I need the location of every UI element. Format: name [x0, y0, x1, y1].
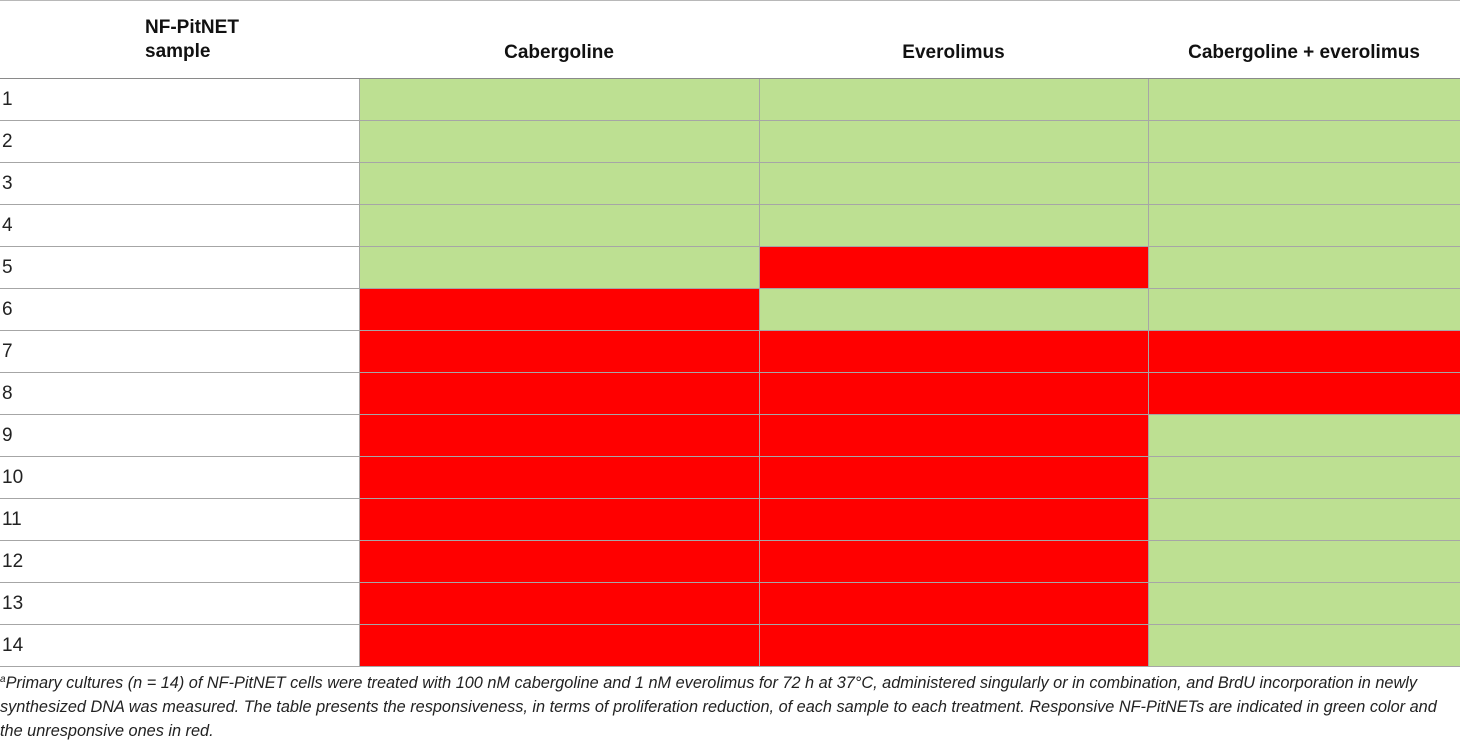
combination-response-cell — [1147, 288, 1460, 331]
table-footnote: aPrimary cultures (n = 14) of NF-PitNET … — [0, 671, 1460, 743]
everolimus-response-cell — [758, 78, 1148, 121]
table-row: 8 — [0, 372, 1460, 415]
table-header: NF-PitNET sample Cabergoline Everolimus … — [0, 0, 1460, 79]
combination-response-cell — [1147, 456, 1460, 499]
cabergoline-response-cell — [358, 120, 759, 163]
cabergoline-response-cell — [358, 498, 759, 541]
table-row: 4 — [0, 204, 1460, 247]
everolimus-response-cell — [758, 162, 1148, 205]
sample-number-cell: 14 — [0, 624, 359, 667]
everolimus-response-cell — [758, 330, 1148, 373]
table-row: 5 — [0, 246, 1460, 289]
sample-number-cell: 1 — [0, 78, 359, 121]
cabergoline-response-cell — [358, 78, 759, 121]
combination-response-cell — [1147, 624, 1460, 667]
combination-response-cell — [1147, 498, 1460, 541]
cabergoline-column-header: Cabergoline — [359, 0, 759, 79]
combination-response-cell — [1147, 246, 1460, 289]
everolimus-response-cell — [758, 204, 1148, 247]
sample-number-cell: 9 — [0, 414, 359, 457]
cabergoline-response-cell — [358, 162, 759, 205]
table-row: 14 — [0, 624, 1460, 667]
everolimus-response-cell — [758, 456, 1148, 499]
everolimus-response-cell — [758, 624, 1148, 667]
sample-number-cell: 2 — [0, 120, 359, 163]
combination-response-cell — [1147, 162, 1460, 205]
cabergoline-response-cell — [358, 624, 759, 667]
cabergoline-response-cell — [358, 414, 759, 457]
everolimus-response-cell — [758, 540, 1148, 583]
table-row: 13 — [0, 582, 1460, 625]
everolimus-response-cell — [758, 582, 1148, 625]
combination-response-cell — [1147, 78, 1460, 121]
sample-number-cell: 6 — [0, 288, 359, 331]
everolimus-response-cell — [758, 498, 1148, 541]
cabergoline-response-cell — [358, 456, 759, 499]
sample-number-cell: 10 — [0, 456, 359, 499]
header-row: NF-PitNET sample Cabergoline Everolimus … — [0, 0, 1460, 79]
cabergoline-response-cell — [358, 330, 759, 373]
combination-response-cell — [1147, 582, 1460, 625]
table-row: 11 — [0, 498, 1460, 541]
table-row: 9 — [0, 414, 1460, 457]
everolimus-response-cell — [758, 246, 1148, 289]
combination-column-header: Cabergoline + everolimus — [1148, 0, 1460, 79]
cabergoline-response-cell — [358, 540, 759, 583]
cabergoline-response-cell — [358, 372, 759, 415]
table-row: 1 — [0, 78, 1460, 121]
response-table: NF-PitNET sample Cabergoline Everolimus … — [0, 0, 1460, 667]
combination-response-cell — [1147, 540, 1460, 583]
cabergoline-response-cell — [358, 288, 759, 331]
sample-number-cell: 3 — [0, 162, 359, 205]
table-body: 1 2 3 4 5 6 7 8 9 10 11 12 13 14 — [0, 78, 1460, 667]
cabergoline-response-cell — [358, 246, 759, 289]
footnote-text: Primary cultures (n = 14) of NF-PitNET c… — [0, 674, 1437, 740]
everolimus-response-cell — [758, 288, 1148, 331]
sample-number-cell: 13 — [0, 582, 359, 625]
table-row: 12 — [0, 540, 1460, 583]
everolimus-response-cell — [758, 372, 1148, 415]
sample-number-cell: 12 — [0, 540, 359, 583]
table-row: 10 — [0, 456, 1460, 499]
sample-header-line2: sample — [145, 41, 211, 62]
table-row: 6 — [0, 288, 1460, 331]
sample-number-cell: 7 — [0, 330, 359, 373]
cabergoline-response-cell — [358, 204, 759, 247]
response-table-container: NF-PitNET sample Cabergoline Everolimus … — [0, 0, 1460, 667]
sample-header-line1: NF-PitNET — [145, 17, 239, 38]
footnote-marker: a — [0, 674, 6, 685]
sample-number-cell: 5 — [0, 246, 359, 289]
sample-column-header: NF-PitNET sample — [0, 0, 359, 79]
table-row: 2 — [0, 120, 1460, 163]
sample-number-cell: 11 — [0, 498, 359, 541]
sample-number-cell: 4 — [0, 204, 359, 247]
table-row: 3 — [0, 162, 1460, 205]
combination-response-cell — [1147, 204, 1460, 247]
everolimus-column-header: Everolimus — [759, 0, 1148, 79]
everolimus-response-cell — [758, 120, 1148, 163]
table-row: 7 — [0, 330, 1460, 373]
combination-response-cell — [1147, 414, 1460, 457]
combination-response-cell — [1147, 120, 1460, 163]
sample-number-cell: 8 — [0, 372, 359, 415]
combination-response-cell — [1147, 330, 1460, 373]
cabergoline-response-cell — [358, 582, 759, 625]
combination-response-cell — [1147, 372, 1460, 415]
everolimus-response-cell — [758, 414, 1148, 457]
